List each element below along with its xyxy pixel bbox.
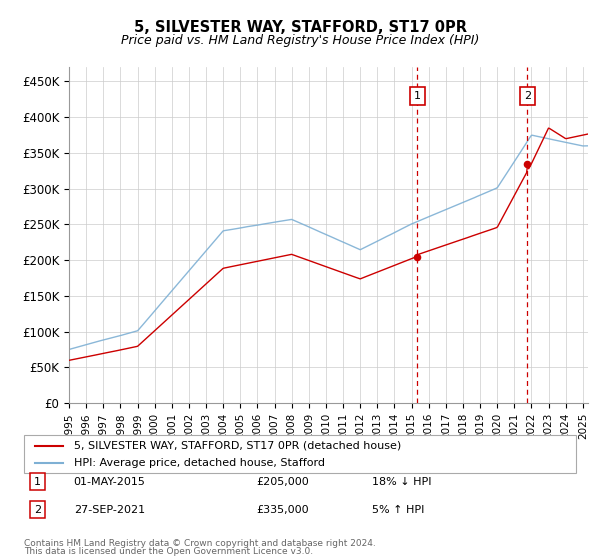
- Text: 2: 2: [34, 505, 41, 515]
- Text: Price paid vs. HM Land Registry's House Price Index (HPI): Price paid vs. HM Land Registry's House …: [121, 34, 479, 46]
- Text: £335,000: £335,000: [256, 505, 308, 515]
- FancyBboxPatch shape: [24, 435, 576, 473]
- Text: 1: 1: [414, 91, 421, 101]
- Text: 5, SILVESTER WAY, STAFFORD, ST17 0PR: 5, SILVESTER WAY, STAFFORD, ST17 0PR: [133, 20, 467, 35]
- Point: [412, 252, 422, 261]
- Text: £205,000: £205,000: [256, 477, 308, 487]
- Text: 2: 2: [524, 91, 531, 101]
- Text: Contains HM Land Registry data © Crown copyright and database right 2024.: Contains HM Land Registry data © Crown c…: [24, 539, 376, 548]
- Text: 5, SILVESTER WAY, STAFFORD, ST17 0PR (detached house): 5, SILVESTER WAY, STAFFORD, ST17 0PR (de…: [74, 441, 401, 451]
- Text: 27-SEP-2021: 27-SEP-2021: [74, 505, 145, 515]
- Text: This data is licensed under the Open Government Licence v3.0.: This data is licensed under the Open Gov…: [24, 547, 313, 556]
- Point: [523, 159, 532, 168]
- Text: 01-MAY-2015: 01-MAY-2015: [74, 477, 146, 487]
- Text: HPI: Average price, detached house, Stafford: HPI: Average price, detached house, Staf…: [74, 458, 325, 468]
- Text: 1: 1: [34, 477, 41, 487]
- Text: 5% ↑ HPI: 5% ↑ HPI: [372, 505, 424, 515]
- Text: 18% ↓ HPI: 18% ↓ HPI: [372, 477, 431, 487]
